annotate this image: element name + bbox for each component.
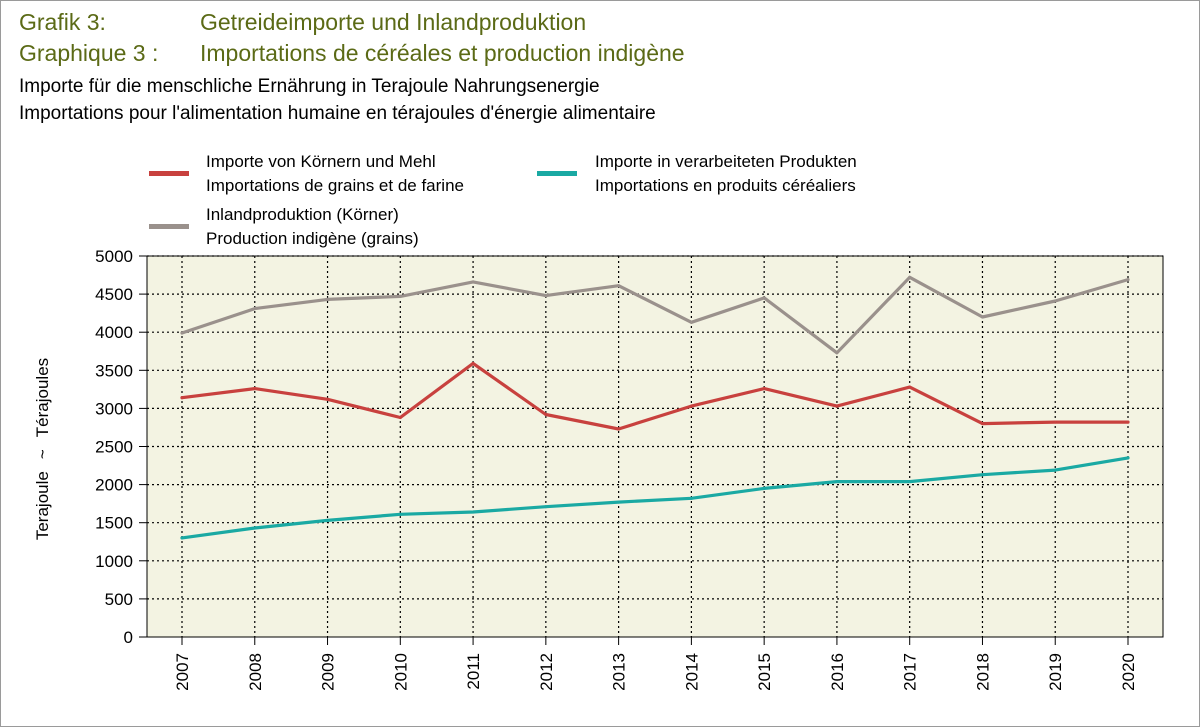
- y-tick-label: 2000: [95, 476, 133, 495]
- y-tick-label: 3000: [95, 399, 133, 418]
- series-line-2: [180, 275, 1130, 355]
- x-tick-label: 2007: [173, 653, 192, 691]
- data-point: [326, 297, 330, 301]
- series-line-0: [180, 361, 1130, 431]
- data-point: [617, 284, 621, 288]
- title-de-label: Grafik 3:: [19, 9, 106, 35]
- y-tick-label: 2500: [95, 438, 133, 457]
- series-line-1: [180, 456, 1130, 540]
- plot-border: [146, 255, 1164, 638]
- data-point: [1126, 456, 1130, 460]
- data-point: [398, 512, 402, 516]
- data-point: [762, 296, 766, 300]
- axes: 0 500 1000 1500 2000 2500 3000 3500 4000 4500 5000…: [95, 247, 1164, 691]
- data-point: [253, 307, 257, 311]
- x-tick-label: 2013: [610, 653, 629, 691]
- subtitle-fr: Importations pour l'alimentation humaine…: [19, 103, 656, 124]
- y-tick-label: 3500: [95, 361, 133, 380]
- data-point: [1053, 468, 1057, 472]
- data-point: [762, 387, 766, 391]
- y-tick-label: 1500: [95, 514, 133, 533]
- x-tick-label: 2015: [755, 653, 774, 691]
- y-tick-label: 4000: [95, 323, 133, 342]
- data-point: [689, 320, 693, 324]
- data-point: [398, 294, 402, 298]
- series-lines: [180, 275, 1130, 540]
- legend-swatch-grain-imports: [149, 171, 189, 176]
- y-tick-label: 4500: [95, 285, 133, 304]
- x-tick-label: 2011: [464, 653, 483, 690]
- data-point: [835, 480, 839, 484]
- data-point: [1053, 420, 1057, 424]
- data-point: [253, 387, 257, 391]
- title-de-text: Getreideimporte und Inlandproduktion: [200, 9, 587, 35]
- data-point: [471, 361, 475, 365]
- subtitle-de: Importe für die menschliche Ernährung in…: [19, 76, 600, 97]
- data-point: [544, 294, 548, 298]
- title-fr-label: Graphique 3 :: [19, 40, 159, 66]
- data-point: [180, 331, 184, 335]
- x-tick-label: 2009: [319, 653, 338, 691]
- data-point: [1126, 420, 1130, 424]
- legend-label-grain-imports-de: Importe von Körnern und Mehl: [206, 152, 436, 171]
- data-point: [617, 500, 621, 504]
- x-tick-label: 2016: [828, 653, 847, 691]
- x-tick-label: 2008: [246, 653, 265, 691]
- data-point: [544, 412, 548, 416]
- plot-area: [147, 256, 1163, 637]
- x-tick-label: 2019: [1046, 653, 1065, 691]
- data-point: [1126, 278, 1130, 282]
- data-point: [908, 480, 912, 484]
- data-point: [326, 518, 330, 522]
- data-point: [471, 280, 475, 284]
- x-tick-label: 2014: [682, 653, 701, 691]
- data-point: [326, 397, 330, 401]
- data-point: [617, 427, 621, 431]
- x-tick-label: 2012: [537, 653, 556, 691]
- legend-swatch-domestic-production: [149, 224, 189, 229]
- legend-label-domestic-production-de: Inlandproduktion (Körner): [206, 205, 399, 224]
- y-tick-label: 500: [105, 590, 133, 609]
- x-tick-label: 2020: [1119, 653, 1138, 691]
- data-point: [980, 473, 984, 477]
- y-tick-label: 1000: [95, 552, 133, 571]
- legend-label-grain-imports-fr: Importations de grains et de farine: [206, 176, 464, 195]
- legend-swatch-processed-imports: [537, 171, 577, 176]
- data-point: [1053, 299, 1057, 303]
- y-tick-label: 0: [124, 628, 133, 647]
- y-tick-label: 5000: [95, 247, 133, 266]
- data-point: [762, 486, 766, 490]
- data-point: [544, 505, 548, 509]
- x-tick-label: 2017: [901, 653, 920, 691]
- data-point: [180, 536, 184, 540]
- title-fr-text: Importations de céréales et production i…: [200, 40, 685, 66]
- data-point: [471, 510, 475, 514]
- data-point: [398, 416, 402, 420]
- legend-label-processed-imports-fr: Importations en produits céréaliers: [595, 176, 856, 195]
- data-point: [180, 396, 184, 400]
- legend-label-domestic-production-fr: Production indigène (grains): [206, 229, 419, 248]
- data-point: [908, 385, 912, 389]
- x-tick-label: 2010: [391, 653, 410, 691]
- data-point: [253, 526, 257, 530]
- x-tick-label: 2018: [973, 653, 992, 691]
- legend-label-processed-imports-de: Importe in verarbeiteten Produkten: [595, 152, 857, 171]
- data-point: [689, 404, 693, 408]
- data-point: [835, 351, 839, 355]
- data-point: [908, 275, 912, 279]
- data-point: [980, 315, 984, 319]
- data-point: [835, 404, 839, 408]
- data-point: [980, 422, 984, 426]
- data-point: [689, 496, 693, 500]
